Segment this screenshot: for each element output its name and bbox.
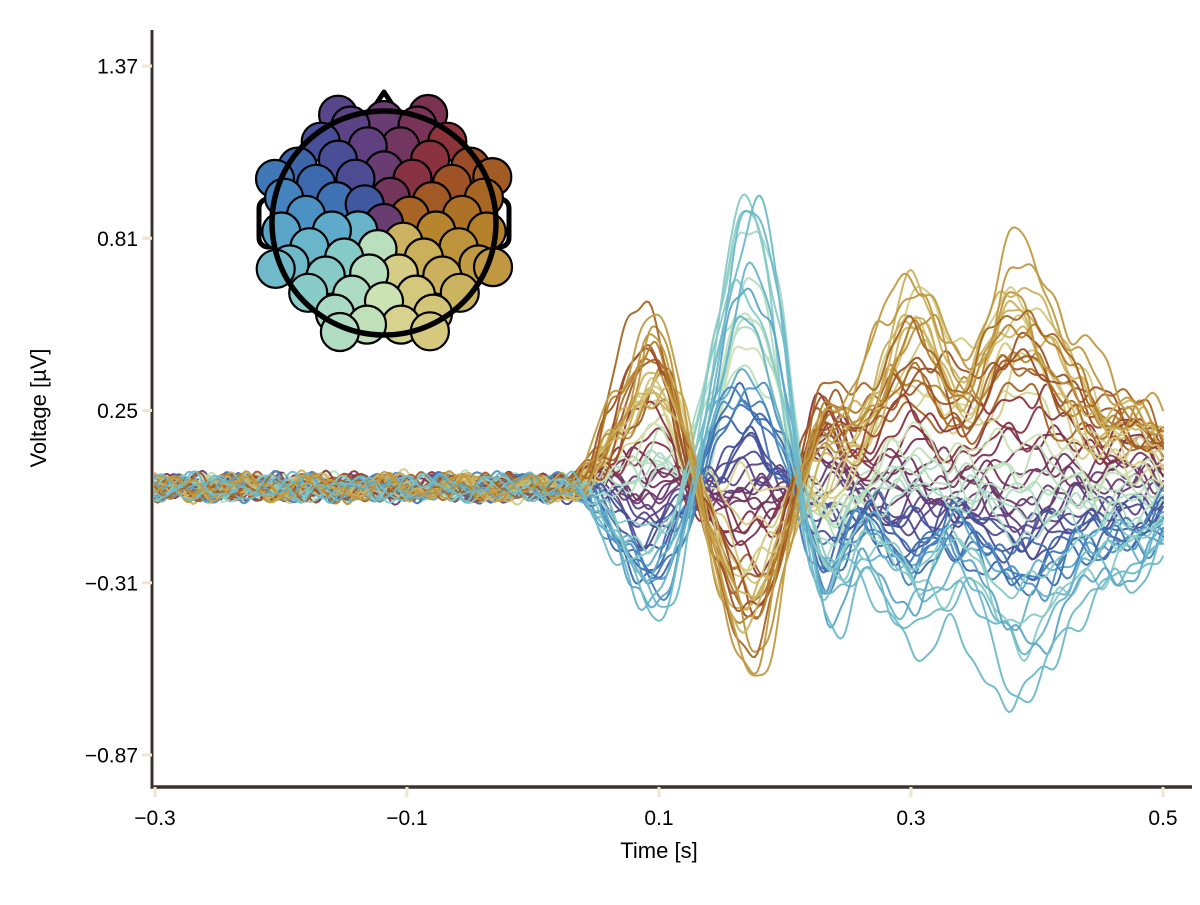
y-tick-label: −0.87 xyxy=(85,745,138,768)
tick-labels: 1.37 0.81 0.25 −0.31 −0.87 −0.3 −0.1 0.1 0.3 0.5 xyxy=(85,56,1178,831)
sensor-marker xyxy=(288,272,329,313)
eeg-channel-trace xyxy=(154,383,1164,577)
eeg-channel-trace xyxy=(154,194,1164,704)
eeg-channel-trace xyxy=(154,209,1164,714)
eeg-channel-trace xyxy=(154,268,1164,634)
x-axis-label: Time [s] xyxy=(620,838,697,863)
head-outline xyxy=(269,108,499,338)
eeg-channel-trace xyxy=(154,319,1164,624)
head-topomap-inset xyxy=(254,89,514,353)
y-tick-label: 0.25 xyxy=(97,400,138,423)
x-tick-label: 0.1 xyxy=(644,807,673,830)
axes xyxy=(142,30,1192,797)
eeg-channel-trace xyxy=(154,226,1164,677)
x-tick-label: 0.5 xyxy=(1148,807,1177,830)
x-tick-label: −0.3 xyxy=(134,807,175,830)
x-tick-label: −0.1 xyxy=(386,807,427,830)
eeg-channel-trace xyxy=(154,291,1164,653)
x-tick-label: 0.3 xyxy=(896,807,925,830)
y-tick-label: 0.81 xyxy=(97,228,138,251)
y-tick-label: −0.31 xyxy=(85,572,138,595)
y-axis-label: Voltage [µV] xyxy=(26,348,51,467)
eeg-channel-trace xyxy=(154,261,1164,656)
sensor-marker xyxy=(439,272,480,313)
y-tick-label: 1.37 xyxy=(97,56,138,79)
eeg-traces xyxy=(154,193,1164,714)
